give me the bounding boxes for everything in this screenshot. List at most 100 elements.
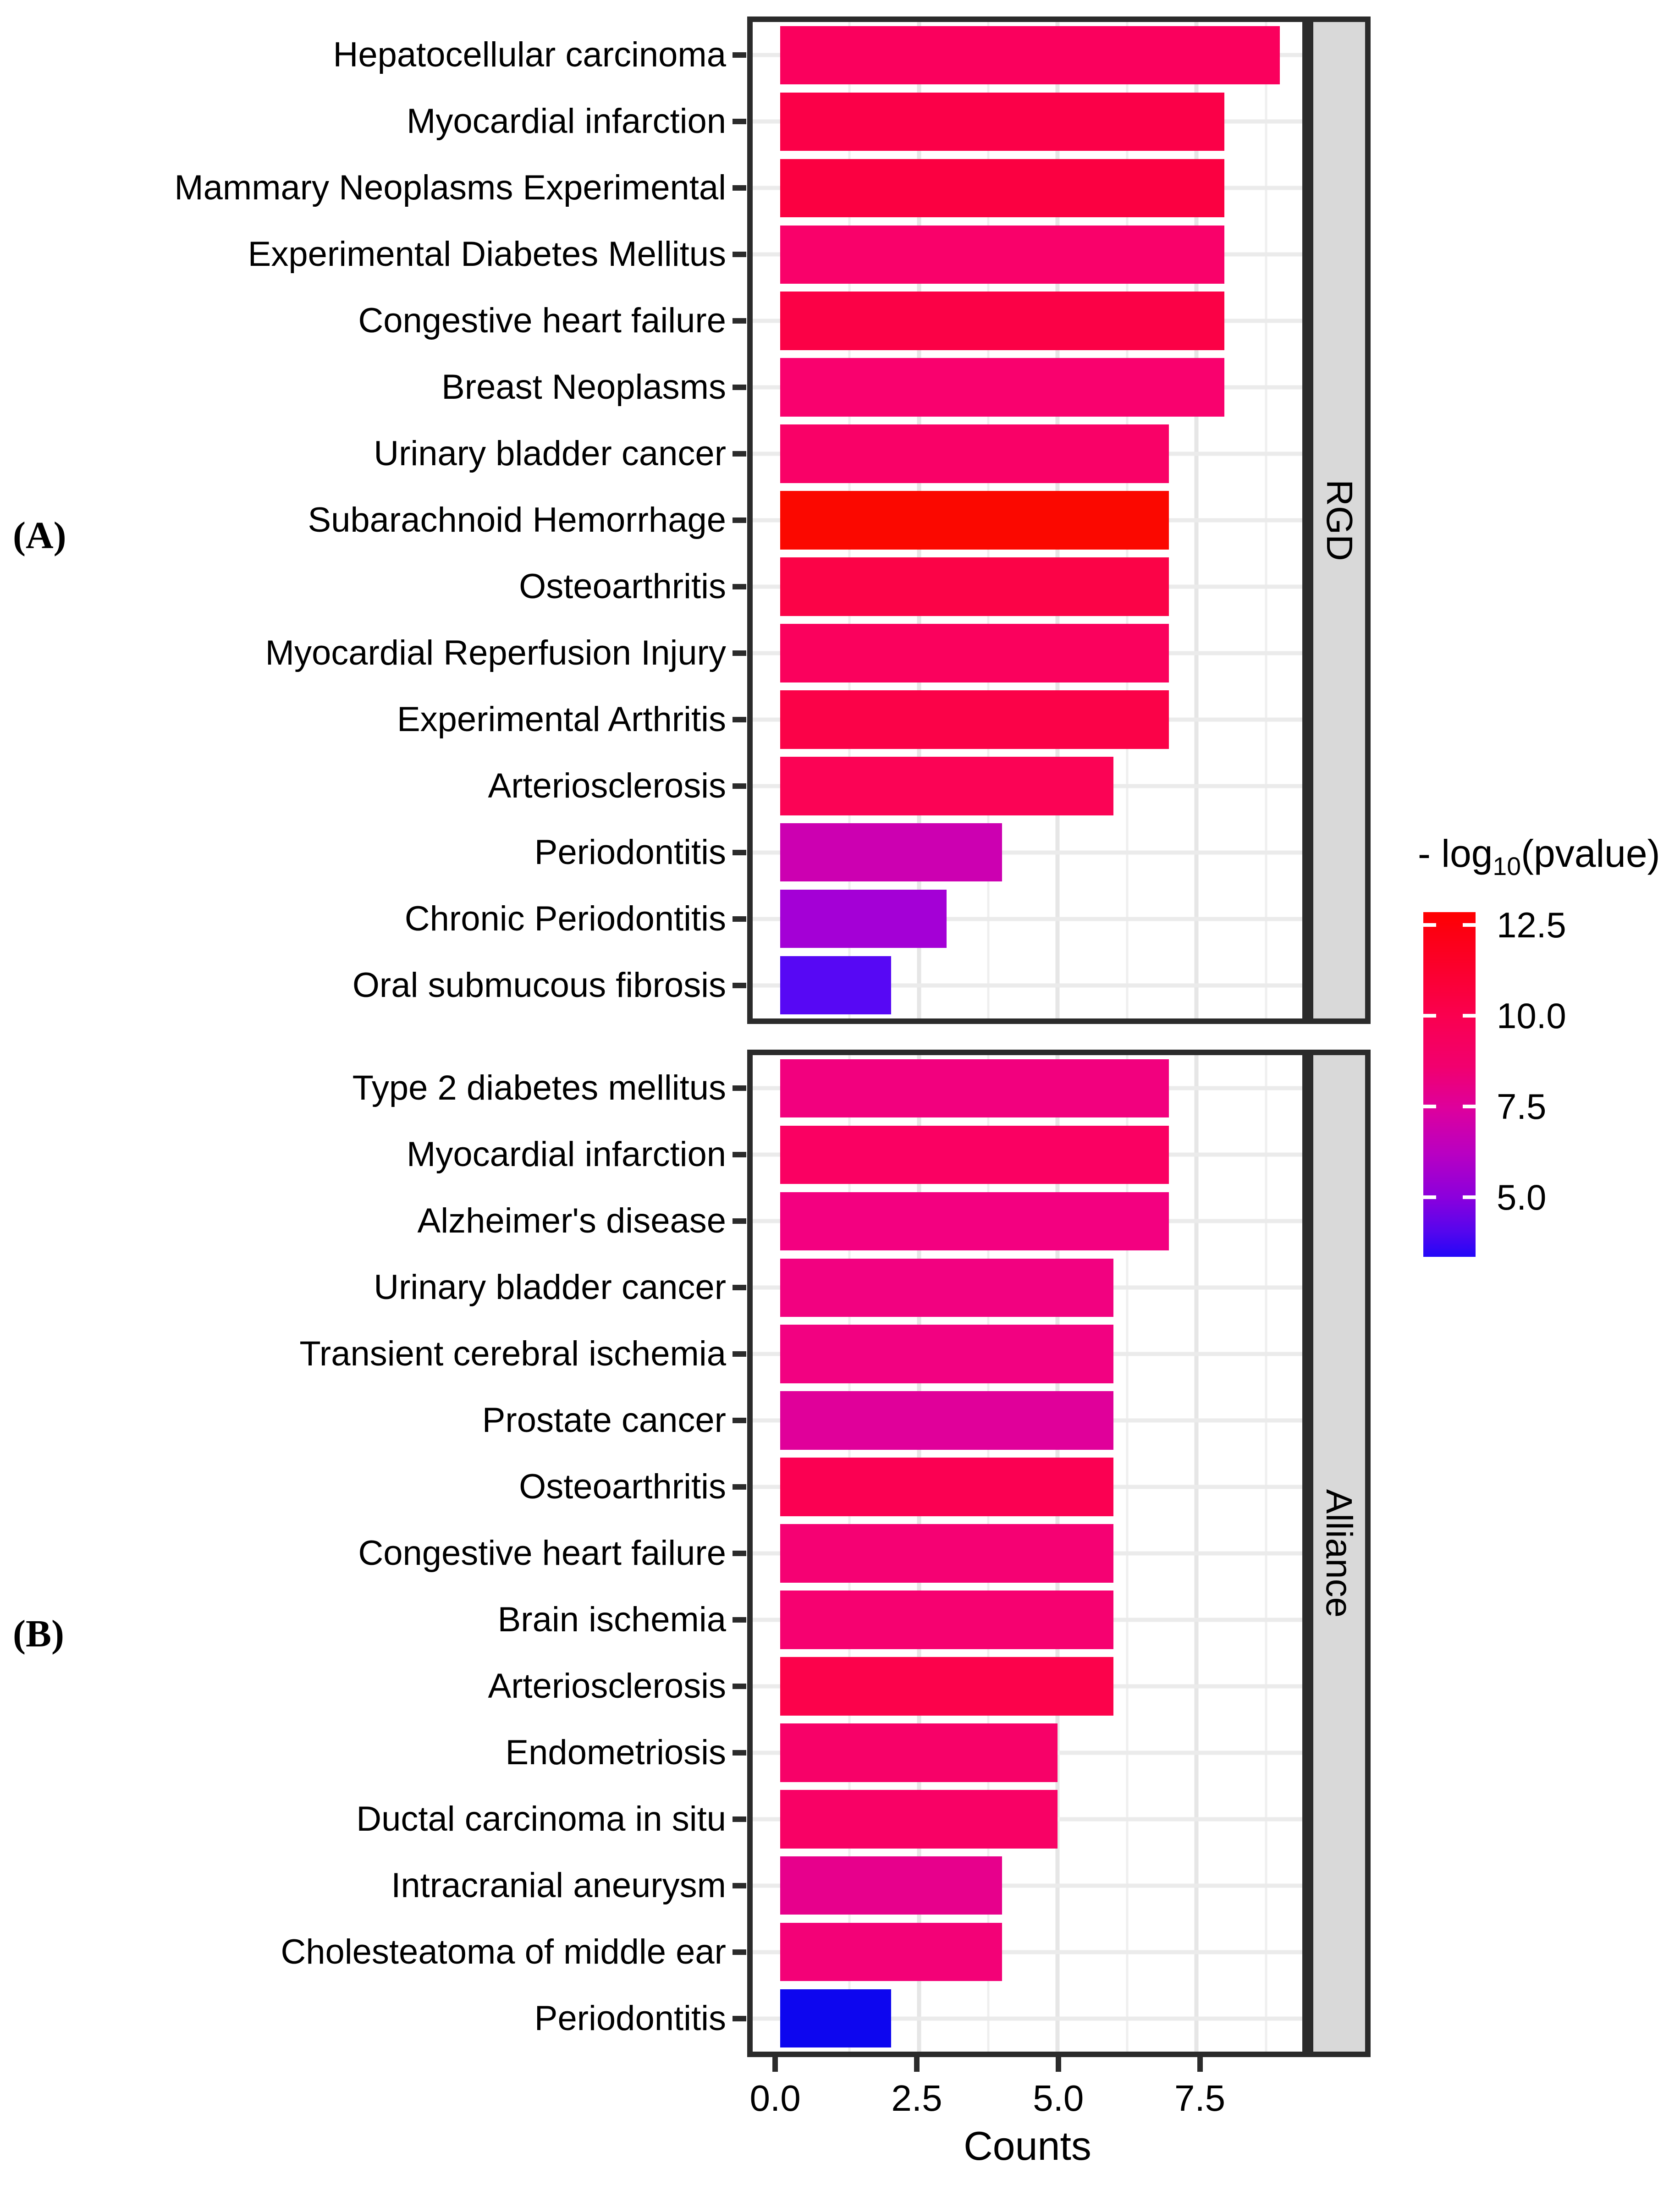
y-axis-label: Experimental Diabetes Mellitus [248, 235, 726, 274]
bar [780, 690, 1169, 749]
y-axis-tick [733, 119, 746, 125]
y-axis-label-row: Breast Neoplasms [0, 354, 746, 421]
bar [780, 823, 1002, 882]
bar [780, 92, 1224, 151]
facet-panel-alliance: Type 2 diabetes mellitus Myocardial infar… [0, 1050, 1371, 2057]
y-axis-label: Transient cerebral ischemia [299, 1334, 726, 1374]
y-axis-label: Alzheimer's disease [417, 1201, 726, 1241]
y-axis-label: Chronic Periodontitis [404, 899, 726, 938]
bar-row [753, 487, 1302, 554]
bar [780, 1657, 1113, 1716]
y-axis-tick [733, 916, 746, 922]
bar-row [753, 686, 1302, 753]
bar [780, 1125, 1169, 1184]
bar [780, 225, 1224, 284]
y-axis-tick [733, 1351, 746, 1357]
bar [780, 624, 1169, 682]
y-axis-tick [733, 1750, 746, 1756]
y-axis-tick [733, 185, 746, 191]
gridline-horizontal [753, 2016, 1302, 2021]
bar [780, 1524, 1113, 1583]
y-axis-label-row: Endometriosis [0, 1719, 746, 1786]
y-axis-label-row: Arteriosclerosis [0, 1653, 746, 1719]
y-axis-label-row: Osteoarthritis [0, 1454, 746, 1520]
legend-tick-label: 7.5 [1497, 1086, 1547, 1127]
y-axis-tick [733, 252, 746, 258]
y-axis-tick [733, 1085, 746, 1091]
y-axis-label-row: Myocardial infarction [0, 88, 746, 155]
y-axis-tick [733, 1418, 746, 1424]
legend-tick-mark [1463, 1104, 1476, 1108]
x-axis-tick-label: 7.5 [1174, 2078, 1226, 2119]
y-axis-label: Myocardial Reperfusion Injury [265, 633, 726, 672]
bar [780, 956, 892, 1015]
y-axis-label-row: Experimental Arthritis [0, 686, 746, 753]
bar [780, 1856, 1002, 1915]
bar [780, 1192, 1169, 1251]
y-axis-label: Osteoarthritis [519, 567, 726, 606]
bars-area [753, 1055, 1302, 2052]
bar-row [753, 1122, 1302, 1188]
y-axis-label: Arteriosclerosis [488, 1666, 726, 1706]
x-axis-tick [1055, 2057, 1061, 2072]
legend-title: - log10(pvalue) [1418, 834, 1680, 879]
facet-strip: Alliance [1308, 1050, 1371, 2057]
y-axis-label: Subarachnoid Hemorrhage [308, 501, 726, 540]
bar [780, 1325, 1113, 1383]
bar [780, 1258, 1113, 1317]
y-axis-label-row: Urinary bladder cancer [0, 421, 746, 487]
bar-row [753, 1587, 1302, 1653]
y-axis-label: Cholesteatoma of middle ear [281, 1932, 726, 1971]
bar-row [753, 354, 1302, 421]
y-axis-label-row: Experimental Diabetes Mellitus [0, 221, 746, 288]
panel-b-tag: (B) [13, 1613, 64, 1655]
y-axis-tick [733, 982, 746, 988]
y-axis-tick [733, 318, 746, 324]
y-axis-label-row: Mammary Neoplasms Experimental [0, 155, 746, 221]
y-axis-label-row: Periodontitis [0, 1985, 746, 2052]
y-axis-label-row: Congestive heart failure [0, 288, 746, 354]
bar [780, 424, 1169, 483]
bar-row [753, 1919, 1302, 1985]
y-axis-tick [733, 716, 746, 722]
gridline-horizontal [753, 850, 1302, 855]
bar-row [753, 22, 1302, 88]
y-axis-labels: Hepatocellular carcinoma Myocardial infar… [0, 22, 746, 1018]
bar-row [753, 1985, 1302, 2052]
y-axis-label: Brain ischemia [497, 1600, 726, 1639]
bar [780, 557, 1169, 616]
legend-title-prefix: - log [1418, 832, 1493, 875]
bar-row [753, 1786, 1302, 1852]
facet-strip-label: RGD [1319, 479, 1360, 561]
y-axis-label: Myocardial infarction [407, 1135, 726, 1174]
y-axis-tick [733, 2015, 746, 2021]
y-axis-label-row: Congestive heart failure [0, 1520, 746, 1587]
y-axis-tick [733, 385, 746, 391]
y-axis-label-row: Urinary bladder cancer [0, 1255, 746, 1321]
bar-row [753, 288, 1302, 354]
bar [780, 358, 1224, 417]
y-axis-label: Breast Neoplasms [441, 368, 726, 407]
x-axis-tick [1197, 2057, 1203, 2072]
bar-row [753, 1055, 1302, 1122]
y-axis-label: Hepatocellular carcinoma [333, 35, 726, 75]
y-axis-tick [733, 1882, 746, 1888]
bars-area [753, 22, 1302, 1018]
legend-gradient [1423, 912, 1476, 1257]
legend-title-suffix: (pvalue) [1521, 832, 1660, 875]
bar-row [753, 1852, 1302, 1919]
bar [780, 1391, 1113, 1450]
y-axis-label-row: Ductal carcinoma in situ [0, 1786, 746, 1852]
gridline-horizontal [753, 983, 1302, 988]
bar [780, 26, 1280, 85]
bar [780, 1723, 1058, 1782]
bar-row [753, 1653, 1302, 1719]
y-axis-label-row: Oral submucous fibrosis [0, 952, 746, 1018]
y-axis-label: Type 2 diabetes mellitus [352, 1068, 726, 1108]
y-axis-label-row: Alzheimer's disease [0, 1188, 746, 1255]
y-axis-label-row: Transient cerebral ischemia [0, 1321, 746, 1387]
y-axis-label-row: Cholesteatoma of middle ear [0, 1919, 746, 1985]
gridline-horizontal [753, 917, 1302, 921]
y-axis-label: Urinary bladder cancer [374, 434, 726, 473]
bar-row [753, 753, 1302, 819]
